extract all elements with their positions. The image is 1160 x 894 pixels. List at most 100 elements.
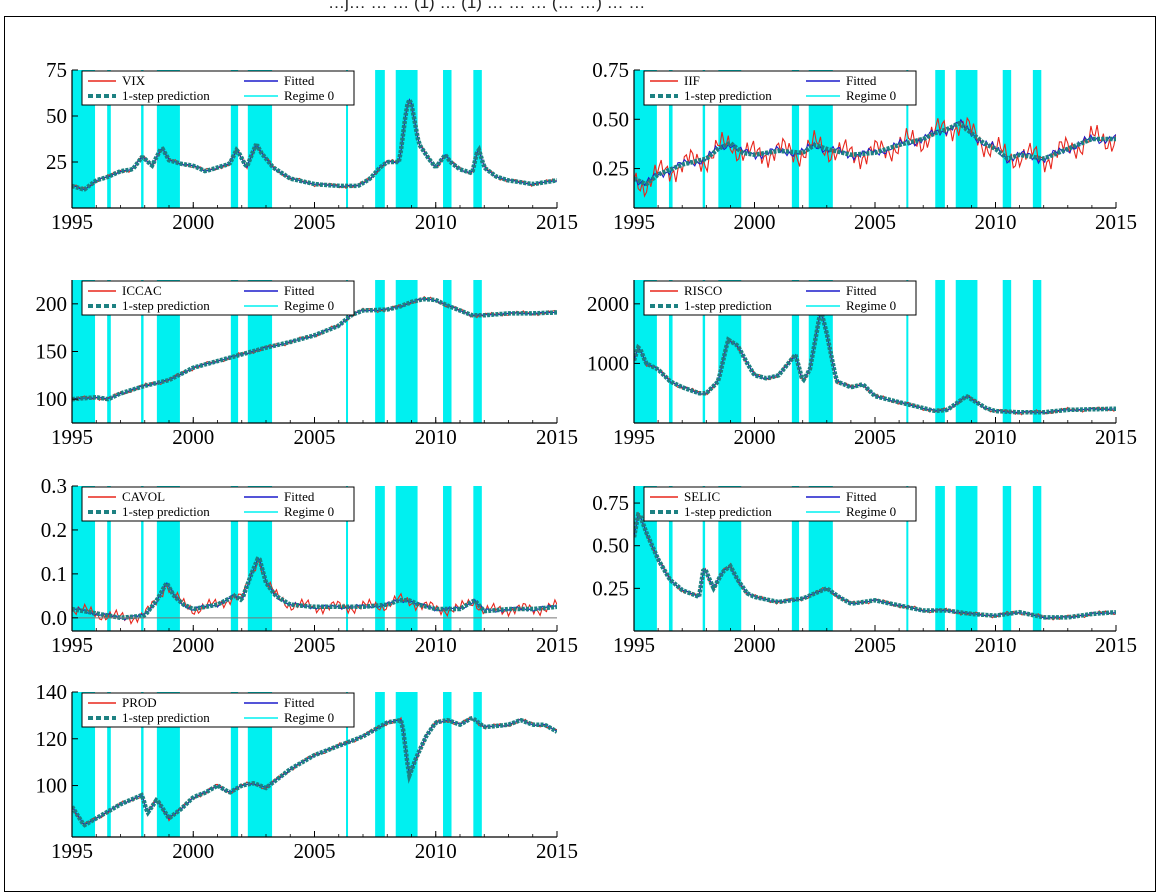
x-tick-label: 1995 (613, 210, 655, 234)
regime-band (668, 280, 673, 423)
regime-band (906, 280, 909, 423)
fitted-series-line (72, 98, 557, 191)
x-tick-label: 2005 (294, 425, 336, 449)
regime-band (107, 692, 111, 837)
regime-band (230, 280, 239, 423)
regime-band (935, 70, 945, 208)
y-tick-label: 200 (36, 292, 68, 316)
y-tick-label: 0.75 (592, 491, 629, 515)
y-tick-label: 0.50 (592, 534, 629, 558)
x-tick-label: 2015 (536, 839, 578, 863)
actual-series-line (72, 716, 557, 825)
regime-band (346, 692, 349, 837)
regime-band (906, 486, 909, 631)
legend-label-series: CAVOL (122, 489, 165, 504)
prediction-series-line (634, 121, 1116, 187)
regime-band (1032, 70, 1042, 208)
legend-box (81, 692, 355, 728)
x-tick-label: 2010 (415, 210, 457, 234)
legend-label-regime: Regime 0 (846, 298, 896, 313)
y-tick-label: 2000 (587, 292, 629, 316)
regime-band (1002, 280, 1012, 423)
x-tick-label: 2010 (975, 425, 1017, 449)
x-tick-label: 1995 (51, 210, 93, 234)
x-tick-label: 2000 (734, 633, 776, 657)
legend-label-series: ICCAC (122, 283, 162, 298)
x-tick-label: 2010 (975, 210, 1017, 234)
y-tick-label: 100 (36, 387, 68, 411)
regime-band (473, 280, 482, 423)
legend-label-prediction: 1-step prediction (684, 298, 772, 313)
regime-band (141, 486, 144, 631)
regime-band (395, 70, 418, 208)
legend-label-series: VIX (122, 73, 146, 88)
regime-band (443, 70, 452, 208)
chart-panel-prod: 1995 2000 2005 2010 2015 100 120 140 PROD1-step … (36, 680, 579, 863)
chart-panel-risco: 1995 2000 2005 2010 2015 1000 2000 RISCO1-step … (587, 280, 1137, 449)
regime-band (443, 486, 452, 631)
legend-label-regime: Regime 0 (284, 298, 334, 313)
regime-band (1032, 280, 1042, 423)
regime-band (346, 280, 349, 423)
x-tick-label: 2005 (294, 633, 336, 657)
prediction-series-line (634, 511, 1116, 620)
y-tick-label: 140 (36, 680, 68, 704)
fitted-series-line (634, 311, 1116, 414)
y-tick-label: 150 (36, 340, 68, 364)
legend-label-prediction: 1-step prediction (122, 504, 210, 519)
regime-band (141, 280, 144, 423)
legend-label-regime: Regime 0 (284, 710, 334, 725)
x-tick-label: 2015 (536, 210, 578, 234)
y-tick-label: 0.25 (592, 576, 629, 600)
legend-label-series: PROD (122, 695, 157, 710)
regime-band (935, 280, 945, 423)
x-tick-label: 2000 (734, 210, 776, 234)
regime-band (107, 486, 111, 631)
legend-box (643, 486, 917, 522)
regime-band (1002, 70, 1012, 208)
x-tick-label: 2000 (172, 839, 214, 863)
regime-band (156, 692, 180, 837)
regime-band (230, 486, 239, 631)
prediction-series-line (72, 296, 557, 402)
regime-band (107, 70, 111, 208)
legend-label-fitted: Fitted (846, 283, 877, 298)
x-tick-label: 2005 (294, 839, 336, 863)
regime-band (791, 280, 800, 423)
x-tick-label: 2015 (1095, 425, 1137, 449)
legend-label-series: RISCO (684, 283, 722, 298)
actual-series-line (72, 99, 557, 190)
actual-series-line (634, 511, 1116, 621)
legend-box (643, 70, 917, 106)
regime-band (473, 70, 482, 208)
regime-band (955, 486, 978, 631)
legend-label-fitted: Fitted (284, 695, 315, 710)
regime-band (72, 692, 96, 837)
legend-label-regime: Regime 0 (846, 504, 896, 519)
x-tick-label: 2015 (1095, 633, 1137, 657)
x-tick-label: 2015 (1095, 210, 1137, 234)
regime-band (906, 70, 909, 208)
regime-band (107, 280, 111, 423)
legend-label-fitted: Fitted (284, 283, 315, 298)
regime-band (634, 280, 657, 423)
y-tick-label: 75 (46, 58, 67, 82)
regime-band (702, 280, 706, 423)
y-tick-label: 0.3 (41, 474, 67, 498)
y-tick-label: 120 (36, 727, 68, 751)
chart-panel-iif: 1995 2000 2005 2010 2015 0.25 0.50 0.75 IIF1-ste… (592, 58, 1137, 234)
regime-band (230, 692, 239, 837)
regime-band (375, 70, 385, 208)
legend-label-fitted: Fitted (846, 73, 877, 88)
regime-band (72, 486, 96, 631)
regime-band (791, 486, 800, 631)
legend-label-prediction: 1-step prediction (684, 88, 772, 103)
legend-label-regime: Regime 0 (846, 88, 896, 103)
x-tick-label: 2000 (172, 425, 214, 449)
figure-caption: …j… … … (1) … (1) … … … (… …) … … (328, 0, 646, 12)
regime-band (634, 486, 657, 631)
legend-label-prediction: 1-step prediction (122, 88, 210, 103)
legend-box (643, 280, 917, 316)
regime-band (156, 280, 180, 423)
